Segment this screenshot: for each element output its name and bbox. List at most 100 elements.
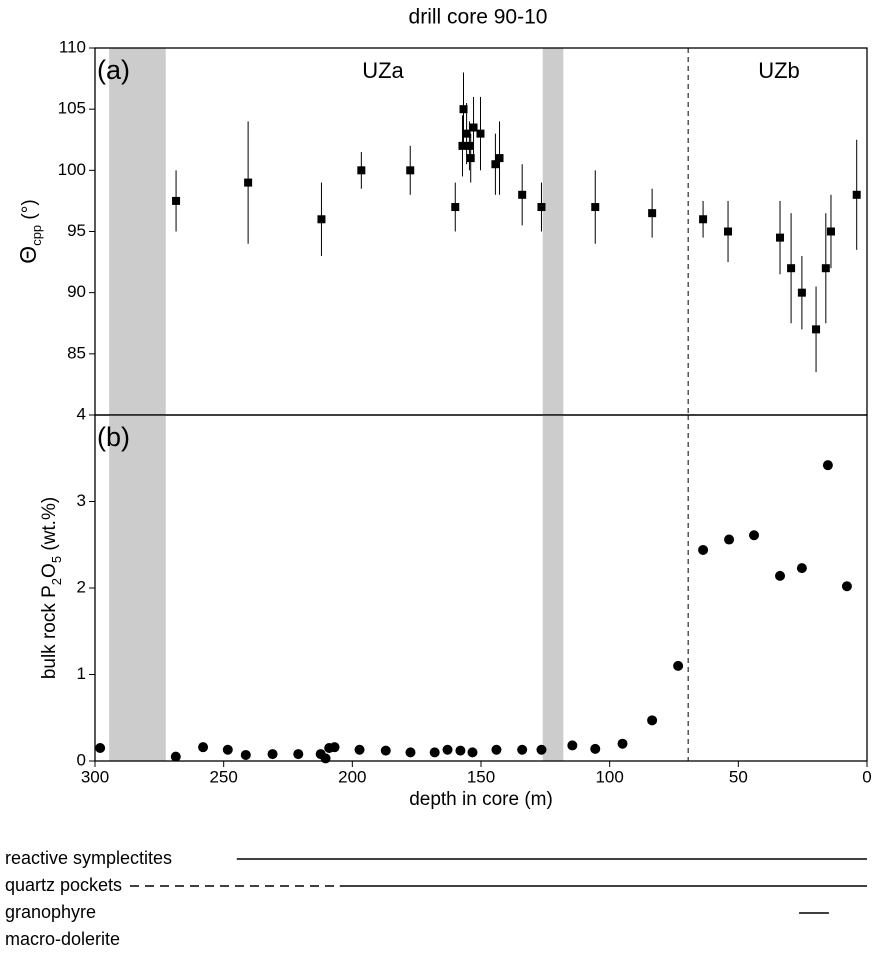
- data-point: [170, 751, 181, 762]
- data-point: [852, 190, 861, 199]
- data-point: [380, 745, 391, 756]
- feature-label: macro-dolerite: [5, 929, 120, 948]
- data-point: [354, 744, 365, 755]
- data-point: [673, 660, 684, 671]
- x-tick-label: 200: [338, 767, 366, 786]
- data-point: [357, 166, 366, 175]
- y-label-part: 5: [49, 556, 64, 563]
- data-point: [476, 129, 485, 138]
- data-point: [495, 154, 504, 163]
- shaded-band: [542, 415, 564, 761]
- data-point: [590, 743, 601, 754]
- shaded-band: [542, 48, 564, 415]
- data-point: [567, 740, 578, 751]
- data-point: [749, 530, 760, 541]
- data-point: [451, 203, 460, 212]
- data-point: [198, 742, 209, 753]
- data-point: [329, 742, 340, 753]
- data-point: [822, 460, 833, 471]
- feature-label: granophyre: [5, 902, 96, 922]
- plot-frame: [94, 47, 868, 416]
- data-point: [796, 563, 807, 574]
- x-tick-label: 50: [729, 767, 748, 786]
- y-tick-label: 2: [77, 577, 86, 596]
- data-point: [429, 747, 440, 758]
- data-point: [698, 544, 709, 555]
- data-point: [797, 288, 806, 297]
- panel-label: (a): [97, 55, 130, 85]
- x-tick-label: 150: [467, 767, 495, 786]
- panel-label: (b): [97, 422, 130, 452]
- data-point: [458, 141, 467, 150]
- data-point: [267, 749, 278, 760]
- data-point: [648, 209, 657, 218]
- y-axis-label: Θcpp (°): [15, 199, 44, 263]
- data-point: [172, 196, 181, 205]
- data-point: [462, 129, 471, 138]
- x-tick-label: 100: [595, 767, 623, 786]
- data-point: [518, 190, 527, 199]
- feature-label: quartz pockets: [5, 875, 122, 895]
- data-point: [724, 534, 735, 545]
- data-point: [617, 738, 628, 749]
- y-axis-label: bulk rock P2O5 (wt.%): [39, 497, 64, 679]
- x-tick-label: 0: [862, 767, 871, 786]
- data-point: [459, 105, 468, 114]
- data-point: [491, 160, 500, 169]
- y-tick-label: 105: [58, 99, 86, 118]
- plot-frame: [94, 414, 868, 762]
- y-tick-label: 0: [77, 750, 86, 769]
- data-point: [467, 747, 478, 758]
- data-point: [95, 743, 106, 754]
- data-point: [469, 123, 478, 132]
- data-point: [841, 581, 852, 592]
- y-label-part: bulk rock P: [39, 585, 60, 679]
- data-point: [406, 166, 415, 175]
- data-point: [240, 749, 251, 760]
- data-point: [244, 178, 253, 187]
- data-point: [591, 203, 600, 212]
- zone-label: UZb: [758, 58, 800, 83]
- y-tick-label: 85: [67, 343, 86, 362]
- y-tick-label: 3: [77, 491, 86, 510]
- data-point: [699, 215, 708, 224]
- y-label-part: cpp: [29, 225, 44, 246]
- x-tick-label: 250: [209, 767, 237, 786]
- data-point: [455, 745, 466, 756]
- shaded-band: [109, 48, 166, 415]
- data-point: [317, 215, 326, 224]
- shaded-band: [109, 415, 166, 761]
- data-point: [222, 744, 233, 755]
- data-point: [537, 203, 546, 212]
- y-tick-label: 90: [67, 282, 86, 301]
- data-point: [787, 264, 796, 273]
- chart-title: drill core 90-10: [409, 6, 548, 29]
- y-label-part: Θ: [15, 246, 41, 264]
- data-point: [465, 141, 474, 150]
- y-label-part: (°): [19, 199, 40, 225]
- data-point: [724, 227, 733, 236]
- data-point: [812, 325, 821, 334]
- data-point: [466, 154, 475, 163]
- data-point: [293, 749, 304, 760]
- data-point: [821, 264, 830, 273]
- data-point: [647, 715, 658, 726]
- y-label-part: O: [39, 563, 60, 578]
- data-point: [775, 570, 786, 581]
- y-tick-label: 4: [77, 404, 86, 423]
- x-axis-label: depth in core (m): [409, 789, 553, 810]
- data-point: [442, 744, 453, 755]
- y-tick-label: 100: [58, 160, 86, 179]
- y-tick-label: 1: [77, 664, 86, 683]
- x-tick-label: 300: [81, 767, 109, 786]
- data-point: [776, 233, 785, 242]
- data-point: [320, 753, 331, 764]
- y-tick-label: 95: [67, 221, 86, 240]
- data-point: [536, 744, 547, 755]
- data-point: [491, 744, 502, 755]
- feature-label: reactive symplectites: [5, 848, 172, 868]
- data-point: [405, 747, 416, 758]
- data-point: [826, 227, 835, 236]
- y-label-part: (wt.%): [39, 497, 60, 556]
